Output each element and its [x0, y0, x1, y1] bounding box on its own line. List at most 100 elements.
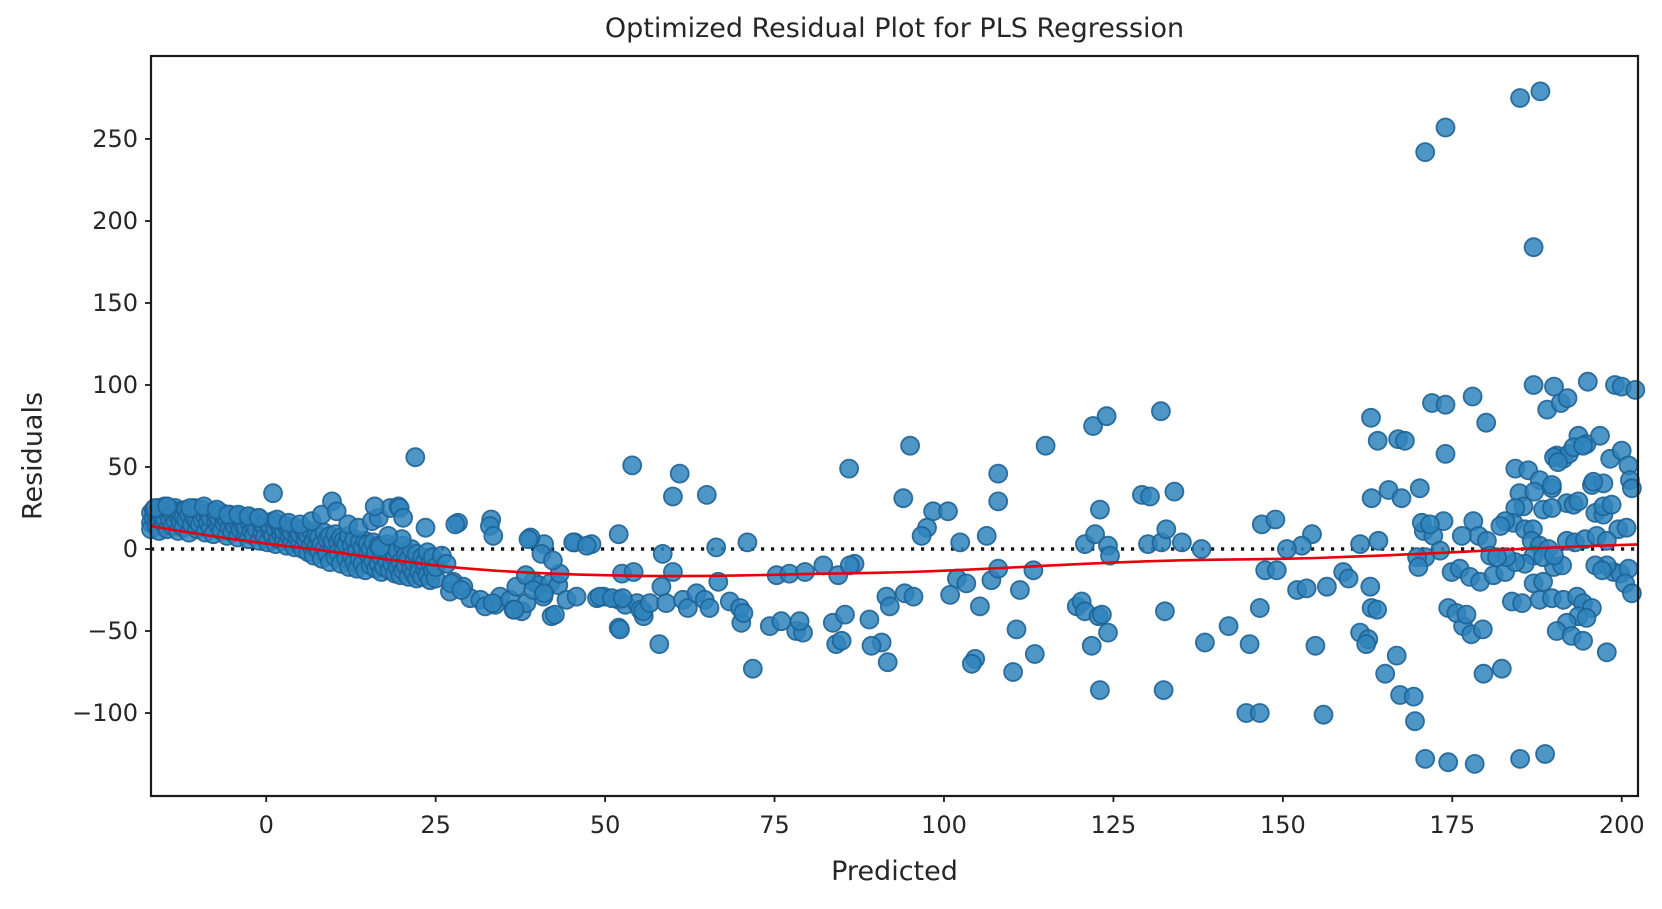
scatter-point [1557, 388, 1578, 409]
x-tick-label: 25 [420, 811, 451, 839]
scatter-point [612, 588, 633, 609]
scatter-point [1003, 662, 1023, 682]
scatter-point [1360, 576, 1381, 597]
scatter-point [1265, 509, 1286, 530]
scatter-point [566, 586, 587, 607]
scatter-point [1573, 435, 1593, 456]
chart-title: Optimized Residual Plot for PLS Regressi… [604, 13, 1185, 44]
scatter-point [1616, 517, 1637, 538]
scatter-point [436, 553, 457, 574]
scatter-point [839, 555, 860, 576]
scatter-point [835, 604, 855, 625]
scatter-point [1098, 622, 1118, 643]
scatter-point [940, 585, 960, 605]
scatter-point [1472, 619, 1493, 640]
scatter-point [1573, 630, 1593, 651]
scatter-point [1164, 481, 1185, 502]
scatter-point [1583, 471, 1604, 492]
scatter-point [911, 526, 932, 546]
scatter-point [1601, 494, 1622, 515]
x-tick-label: 150 [1260, 811, 1306, 839]
scatter-point [669, 463, 690, 484]
scatter-point [1622, 583, 1642, 604]
scatter-point [1405, 711, 1425, 732]
scatter-point [1090, 680, 1110, 700]
scatter-point [1542, 475, 1562, 495]
scatter-point [1092, 604, 1112, 625]
scatter-point [1296, 578, 1317, 599]
scatter-point [1172, 532, 1192, 553]
x-axis-label: Predicted [831, 856, 958, 887]
scatter-point [608, 524, 629, 545]
scatter-point [1277, 539, 1297, 559]
scatter-point [518, 529, 539, 550]
scatter-point [364, 496, 385, 517]
scatter-point [543, 550, 563, 571]
scatter-point [1367, 599, 1387, 620]
scatter-point [1191, 539, 1212, 559]
scatter-point [1456, 604, 1477, 625]
scatter-point [1510, 88, 1530, 108]
scatter-point [545, 604, 565, 625]
y-tick-label: 150 [92, 289, 138, 317]
scatter-point [1512, 593, 1532, 613]
x-tick-label: 75 [759, 811, 790, 839]
scatter-point [677, 598, 698, 618]
scatter-point [1464, 754, 1485, 774]
scatter-point [622, 455, 643, 476]
scatter-point [1035, 435, 1056, 456]
y-tick-label: 200 [92, 207, 138, 235]
scatter-point [1576, 608, 1597, 628]
scatter-point [504, 599, 525, 620]
scatter-point [1100, 545, 1120, 566]
scatter-point [639, 593, 660, 613]
scatter-point [1090, 499, 1110, 520]
scatter-point [610, 619, 630, 640]
scatter-point [1153, 680, 1174, 700]
scatter-point [393, 507, 414, 528]
scatter-point [1415, 142, 1436, 163]
scatter-point [861, 635, 882, 656]
scatter-point [1451, 526, 1472, 546]
scatter-point [1491, 658, 1512, 679]
scatter-point [1415, 749, 1436, 769]
scatter-point [1596, 530, 1617, 551]
scatter-point [970, 596, 990, 617]
y-tick-label: 100 [92, 371, 138, 399]
scatter-point [263, 483, 283, 504]
scatter-point [534, 583, 554, 604]
scatter-point [1544, 545, 1564, 566]
scatter-point [1535, 744, 1555, 764]
scatter-point [1249, 598, 1270, 618]
scatter-point [706, 537, 727, 558]
scatter-point [1420, 514, 1440, 535]
scatter-point [1395, 430, 1415, 451]
x-tick-label: 100 [921, 811, 967, 839]
x-tick-label: 125 [1091, 811, 1137, 839]
scatter-point [1151, 401, 1171, 422]
scatter-point [1386, 645, 1407, 666]
scatter-point [1530, 81, 1551, 102]
scatter-point [1592, 560, 1612, 581]
scatter-point [1625, 379, 1646, 400]
scatter-point [157, 496, 178, 517]
scatter-point [1024, 644, 1045, 664]
scatter-point [623, 562, 644, 582]
scatter-point [1596, 642, 1617, 663]
scatter-point [1473, 663, 1494, 684]
scatter-point [405, 447, 426, 468]
scatter-point [248, 507, 269, 528]
y-tick-label: 250 [92, 125, 138, 153]
scatter-point [708, 571, 729, 592]
y-axis-label: Residuals [17, 391, 49, 521]
scatter-point [733, 603, 754, 623]
y-tick-label: 0 [123, 535, 138, 563]
scatter-point [1435, 443, 1456, 464]
scatter-point [988, 491, 1009, 512]
scatter-point [1367, 430, 1388, 451]
scatter-point [1350, 534, 1370, 554]
scatter-point [877, 652, 898, 673]
scatter-point [1391, 488, 1412, 509]
scatter-point [950, 532, 971, 553]
